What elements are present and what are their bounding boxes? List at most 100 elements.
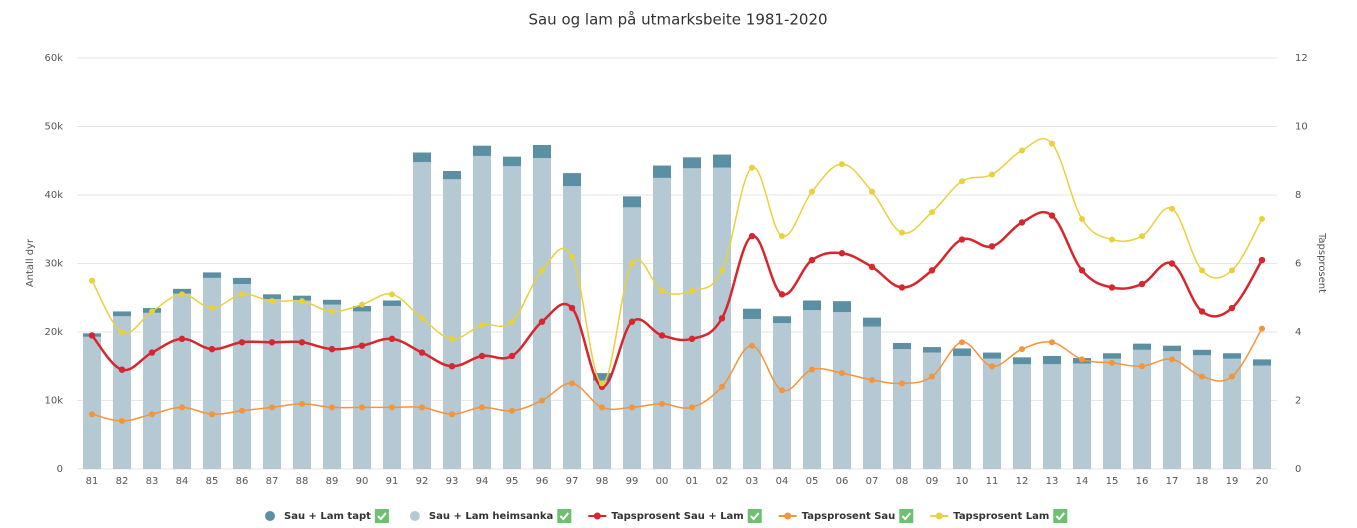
chart-title: Sau og lam på utmarksbeite 1981-2020 xyxy=(528,11,827,29)
point xyxy=(1108,284,1116,291)
bar xyxy=(893,349,911,469)
point xyxy=(1229,373,1235,380)
bar xyxy=(773,316,791,324)
legend-check-mark xyxy=(901,512,912,521)
bar xyxy=(413,152,431,163)
x-tick-label: 16 xyxy=(1136,476,1149,487)
point xyxy=(719,267,725,274)
x-tick-label: 99 xyxy=(626,476,639,487)
point xyxy=(1199,373,1205,380)
line xyxy=(91,210,1264,389)
bar xyxy=(923,352,941,469)
point xyxy=(299,400,305,407)
x-tick-label: 18 xyxy=(1196,476,1209,487)
bar xyxy=(1223,358,1241,469)
point xyxy=(208,345,216,353)
bar xyxy=(1103,358,1121,469)
x-tick-label: 11 xyxy=(986,476,999,487)
point xyxy=(1258,256,1266,264)
bar xyxy=(503,156,521,167)
bar xyxy=(803,310,821,469)
x-tick-label: 95 xyxy=(506,476,519,487)
x-tick-label: 94 xyxy=(476,476,489,487)
x-tick-label: 06 xyxy=(836,476,849,487)
point xyxy=(209,411,215,418)
legend-check xyxy=(899,509,914,523)
x-tick-label: 91 xyxy=(386,476,399,487)
point xyxy=(358,342,366,349)
x-tick-label: 96 xyxy=(536,476,549,487)
point xyxy=(659,287,665,294)
legend-marker xyxy=(593,512,601,520)
bar xyxy=(803,300,821,311)
bar xyxy=(383,305,401,469)
point xyxy=(148,349,156,356)
point xyxy=(238,339,246,346)
x-tick-label: 20 xyxy=(1256,476,1269,487)
x-tick-label: 89 xyxy=(326,476,339,487)
point xyxy=(388,335,396,343)
point xyxy=(808,256,816,264)
bar xyxy=(623,196,641,208)
point xyxy=(359,404,365,411)
bar xyxy=(203,272,221,278)
point xyxy=(929,209,935,216)
bar xyxy=(983,352,1001,359)
point xyxy=(628,318,636,325)
point xyxy=(298,339,306,346)
point xyxy=(389,404,395,411)
point xyxy=(88,332,96,339)
bar xyxy=(833,301,851,313)
legend-check xyxy=(747,509,762,523)
x-tick-label: 02 xyxy=(716,476,729,487)
point xyxy=(1018,219,1026,226)
bar xyxy=(533,158,551,469)
bar xyxy=(293,300,311,469)
point xyxy=(1198,308,1206,315)
point xyxy=(689,404,695,411)
bar xyxy=(1163,351,1181,469)
point xyxy=(1259,325,1265,332)
y2-tick-label: 4 xyxy=(1295,327,1301,338)
point xyxy=(719,383,725,390)
x-tick-label: 15 xyxy=(1106,476,1119,487)
point xyxy=(1199,267,1205,274)
bar xyxy=(143,312,161,469)
point xyxy=(659,400,665,407)
point xyxy=(449,411,455,418)
point xyxy=(389,291,395,298)
point xyxy=(748,232,756,240)
point xyxy=(989,171,995,178)
point xyxy=(658,332,666,339)
bar xyxy=(773,323,791,469)
x-tick-label: 04 xyxy=(776,476,789,487)
y2-tick-label: 8 xyxy=(1295,190,1301,201)
y-tick-label: 60k xyxy=(44,53,63,64)
x-tick-label: 86 xyxy=(236,476,249,487)
bar xyxy=(683,157,701,169)
bar xyxy=(1133,349,1151,469)
x-tick-label: 09 xyxy=(926,476,939,487)
bar xyxy=(113,311,131,317)
bar xyxy=(233,284,251,469)
legend-check-mark xyxy=(1055,512,1066,521)
x-tick-label: 12 xyxy=(1016,476,1029,487)
bar xyxy=(653,177,671,469)
point xyxy=(269,404,275,411)
bar xyxy=(1193,349,1211,356)
bar xyxy=(1253,359,1271,366)
point xyxy=(179,404,185,411)
point xyxy=(449,335,455,342)
x-tick-label: 08 xyxy=(896,476,909,487)
point xyxy=(328,345,336,353)
bar xyxy=(1043,364,1061,469)
point xyxy=(689,287,695,294)
y2-tick-label: 0 xyxy=(1295,464,1301,475)
bar xyxy=(953,355,971,469)
point xyxy=(959,339,965,346)
point xyxy=(179,291,185,298)
y2-tick-label: 12 xyxy=(1295,53,1308,64)
bar xyxy=(443,179,461,469)
point xyxy=(1139,363,1145,370)
